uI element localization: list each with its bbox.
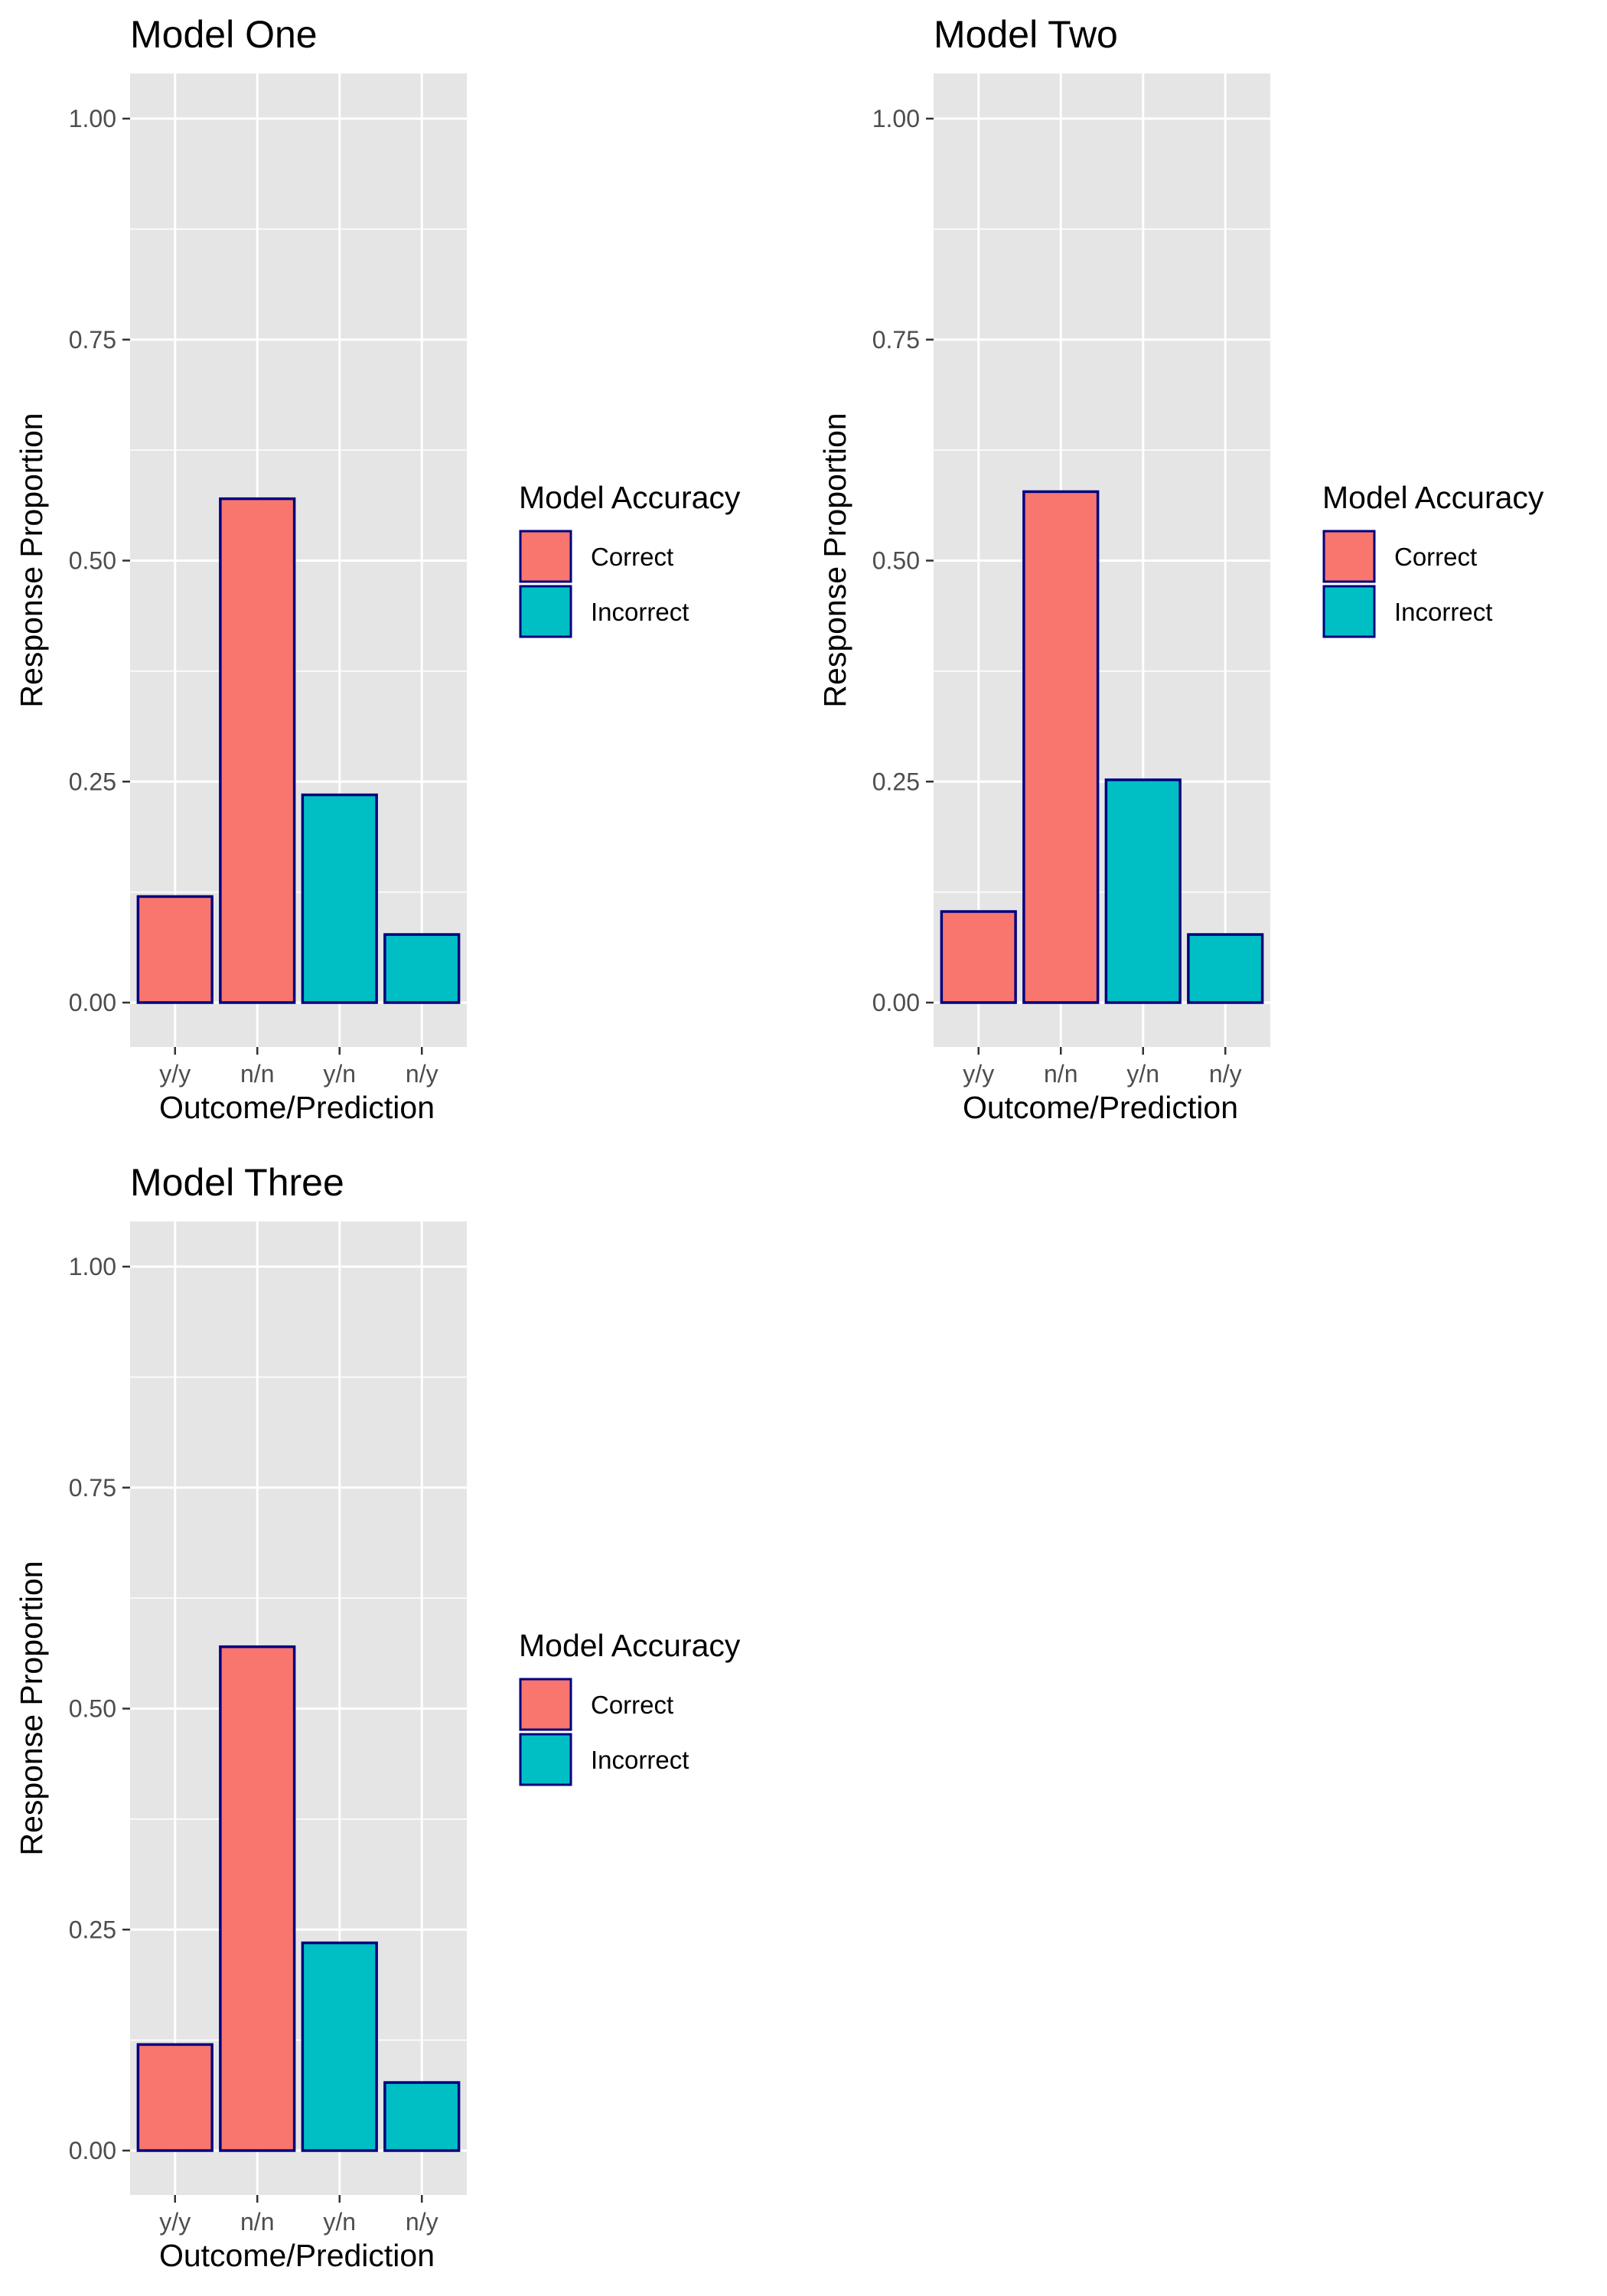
y-axis-title: Response Proportion [14,413,49,707]
x-tick-label: n/n [240,1060,274,1088]
bar-y-y [136,2043,214,2152]
x-axis-title: Outcome/Prediction [159,2238,435,2273]
y-tick-label: 0.00 [69,2137,116,2164]
legend: Model Accuracy Correct Incorrect [519,1628,741,1786]
y-tick-label: 0.25 [69,1916,116,1943]
y-tick-label: 0.50 [69,547,116,575]
chart-title: Model Two [934,13,1118,56]
y-tick-label: 0.00 [872,989,920,1016]
y-axis-title: Response Proportion [817,413,852,707]
legend-label-incorrect: Incorrect [1394,598,1492,626]
y-tick-label: 0.25 [872,768,920,795]
chart-panel-model-one: Model One 0.00 0.25 0.50 0.75 1.00 y/y n/n y/n n… [14,13,741,1125]
legend-title: Model Accuracy [519,480,741,515]
y-axis-title: Response Proportion [14,1561,49,1855]
legend-key-correct [519,530,572,583]
legend: Model Accuracy Correct Incorrect [1322,480,1544,638]
y-tick-label: 0.50 [69,1695,116,1723]
bar-n-y [383,2081,461,2152]
bar-n-n [219,1645,296,2152]
legend-label-correct: Correct [1394,543,1477,571]
plot-area: 0.00 0.25 0.50 0.75 1.00 y/y n/n y/n n/y [69,73,467,1088]
x-tick-label: y/n [323,1060,356,1088]
plot-area: 0.00 0.25 0.50 0.75 1.00 y/y n/n y/n n/y [872,73,1270,1088]
chart-panel-model-two: Model Two 0.00 0.25 0.50 0.75 1.00 y/y n/n y/n n… [817,13,1544,1125]
bar-y-n [301,1941,378,2152]
y-tick-label: 1.00 [69,105,116,132]
bar-n-n [1022,490,1100,1004]
bar-n-n [219,497,296,1004]
legend-key-incorrect [519,1733,572,1786]
legend-label-correct: Correct [591,543,673,571]
y-tick-label: 0.75 [69,1474,116,1502]
y-tick-label: 0.75 [69,326,116,354]
x-axis-title: Outcome/Prediction [159,1090,435,1125]
y-tick-label: 0.00 [69,989,116,1016]
x-tick-label: y/y [963,1060,994,1088]
bar-n-y [383,933,461,1004]
x-tick-label: n/n [240,2208,274,2236]
y-tick-label: 0.50 [872,547,920,575]
y-tick-label: 1.00 [69,1253,116,1280]
chart-title: Model Three [130,1161,344,1204]
legend-label-incorrect: Incorrect [591,598,689,626]
legend-key-incorrect [1322,585,1376,638]
legend: Model Accuracy Correct Incorrect [519,480,741,638]
x-tick-label: n/y [1209,1060,1242,1088]
bar-n-y [1187,933,1264,1004]
legend-key-correct [519,1678,572,1731]
legend-title: Model Accuracy [1322,480,1544,515]
x-tick-label: n/y [406,2208,438,2236]
bar-y-n [1104,778,1182,1004]
y-tick-label: 0.75 [872,326,920,354]
chart-title: Model One [130,13,318,56]
x-tick-label: y/y [159,1060,191,1088]
x-tick-label: y/n [323,2208,356,2236]
x-tick-label: n/y [406,1060,438,1088]
chart-panel-model-three: Model Three 0.00 0.25 0.50 0.75 1.00 y/y n/n y/… [14,1161,741,2273]
y-tick-label: 1.00 [872,105,920,132]
x-tick-label: n/n [1044,1060,1077,1088]
legend-label-incorrect: Incorrect [591,1746,689,1774]
plot-area: 0.00 0.25 0.50 0.75 1.00 y/y n/n y/n n/y [69,1221,467,2236]
legend-key-incorrect [519,585,572,638]
legend-key-correct [1322,530,1376,583]
y-tick-label: 0.25 [69,768,116,795]
x-tick-label: y/n [1126,1060,1159,1088]
bar-y-n [301,793,378,1004]
x-tick-label: y/y [159,2208,191,2236]
legend-title: Model Accuracy [519,1628,741,1663]
bar-y-y [136,895,214,1004]
bar-y-y [940,910,1017,1004]
legend-label-correct: Correct [591,1691,673,1719]
x-axis-title: Outcome/Prediction [963,1090,1238,1125]
